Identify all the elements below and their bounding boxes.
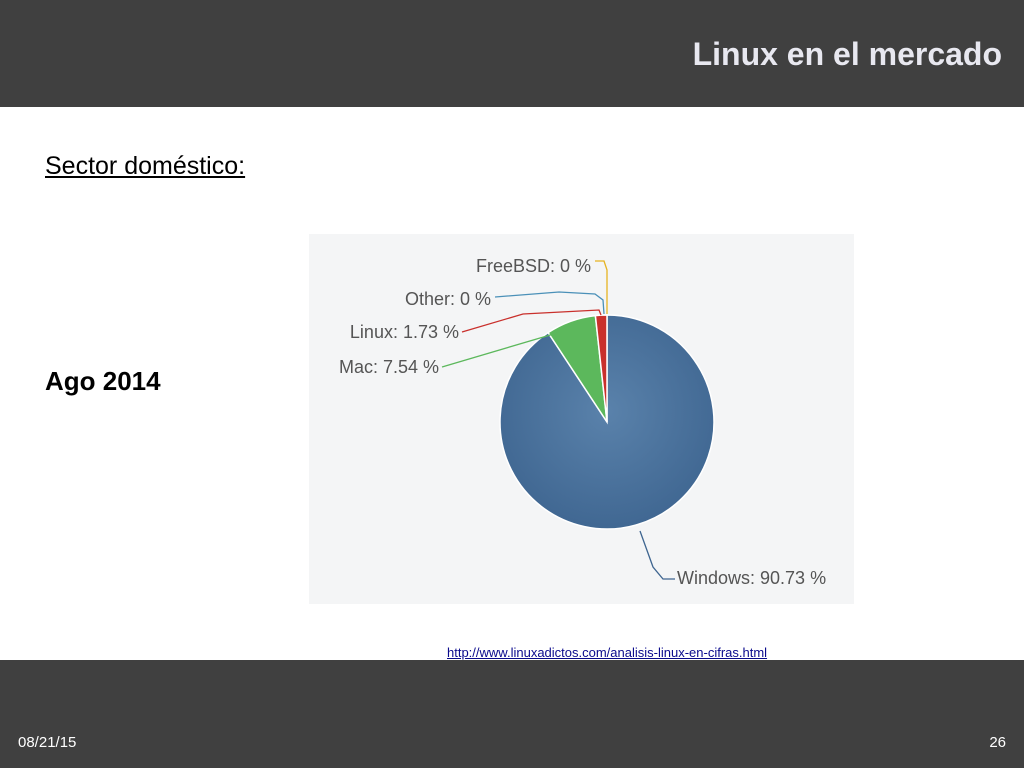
page-number: 26: [989, 734, 1006, 751]
section-heading: Sector doméstico:: [45, 152, 246, 180]
date-label: Ago 2014: [45, 366, 161, 396]
source-link[interactable]: http://www.linuxadictos.com/analisis-lin…: [447, 645, 768, 660]
slice-label-linux: Linux: 1.73 %: [350, 322, 459, 342]
footer-date: 08/21/15: [18, 734, 77, 751]
pie-slice-linux: [594, 314, 608, 423]
leader-line-linux: [461, 309, 602, 333]
slice-label-other: Other: 0 %: [405, 289, 491, 309]
slice-label-windows: Windows: 90.73 %: [677, 568, 826, 588]
slide-title: Linux en el mercado: [692, 36, 1002, 72]
leader-line-other: [494, 291, 605, 315]
footer-bar: [0, 660, 1024, 768]
pie-chart-panel: Windows: 90.73 % Mac: 7.54 % Linux: 1.73 %…: [309, 234, 854, 604]
leader-line-freebsd: [595, 260, 608, 314]
leader-line-windows: [639, 530, 675, 580]
leader-line-mac: [441, 332, 558, 368]
header-bar: [0, 0, 1024, 107]
slice-label-mac: Mac: 7.54 %: [339, 357, 439, 377]
slice-label-freebsd: FreeBSD: 0 %: [476, 256, 591, 276]
pie-chart: Windows: 90.73 % Mac: 7.54 % Linux: 1.73 %…: [339, 256, 826, 588]
